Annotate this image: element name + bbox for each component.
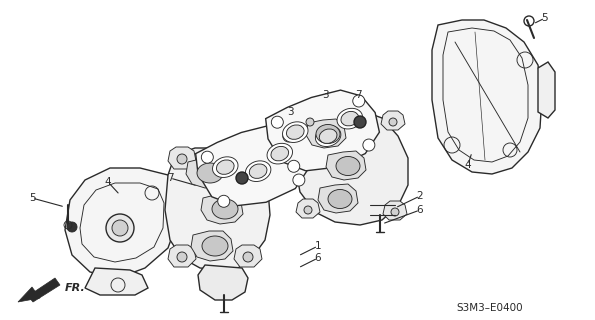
- Circle shape: [243, 252, 253, 262]
- Circle shape: [391, 208, 399, 216]
- Polygon shape: [326, 151, 366, 180]
- Text: 5: 5: [541, 13, 549, 23]
- Polygon shape: [186, 158, 228, 188]
- Polygon shape: [65, 168, 178, 278]
- Ellipse shape: [336, 156, 360, 175]
- Ellipse shape: [202, 236, 228, 256]
- Ellipse shape: [283, 122, 308, 142]
- Polygon shape: [306, 119, 346, 148]
- Polygon shape: [18, 287, 40, 302]
- Text: 6: 6: [416, 205, 423, 215]
- Polygon shape: [265, 90, 380, 171]
- Circle shape: [293, 174, 305, 186]
- Circle shape: [240, 154, 250, 164]
- Text: FR.: FR.: [65, 283, 86, 293]
- Polygon shape: [165, 148, 270, 270]
- Circle shape: [112, 220, 128, 236]
- Text: 7: 7: [355, 90, 361, 100]
- Ellipse shape: [337, 108, 362, 129]
- Polygon shape: [381, 111, 405, 130]
- Circle shape: [201, 151, 214, 163]
- Text: 1: 1: [315, 241, 321, 251]
- Polygon shape: [28, 278, 60, 302]
- Text: 7: 7: [167, 173, 173, 183]
- Ellipse shape: [320, 129, 337, 143]
- Circle shape: [106, 214, 134, 242]
- Text: 2: 2: [416, 191, 423, 201]
- Polygon shape: [296, 199, 320, 218]
- Circle shape: [283, 130, 295, 142]
- Text: 4: 4: [105, 177, 111, 187]
- Circle shape: [177, 154, 187, 164]
- Circle shape: [67, 222, 77, 232]
- Circle shape: [288, 160, 300, 172]
- Polygon shape: [201, 194, 243, 224]
- Circle shape: [354, 116, 366, 128]
- Ellipse shape: [217, 160, 234, 174]
- Text: 4: 4: [465, 160, 471, 170]
- Circle shape: [353, 95, 365, 107]
- Text: 5: 5: [29, 193, 35, 203]
- Ellipse shape: [245, 161, 271, 181]
- Polygon shape: [198, 265, 248, 300]
- Ellipse shape: [212, 157, 238, 178]
- Text: S3M3–E0400: S3M3–E0400: [457, 303, 524, 313]
- Polygon shape: [432, 20, 542, 174]
- Circle shape: [271, 116, 283, 128]
- Ellipse shape: [249, 164, 267, 179]
- Ellipse shape: [341, 111, 359, 126]
- Polygon shape: [318, 184, 358, 213]
- Polygon shape: [298, 111, 322, 130]
- Polygon shape: [168, 245, 196, 267]
- Polygon shape: [191, 231, 233, 261]
- Polygon shape: [168, 147, 196, 169]
- Polygon shape: [295, 110, 408, 225]
- Polygon shape: [85, 268, 148, 295]
- Ellipse shape: [212, 199, 238, 219]
- Polygon shape: [196, 125, 309, 206]
- Ellipse shape: [286, 125, 304, 139]
- Text: 3: 3: [287, 107, 293, 117]
- Polygon shape: [231, 147, 259, 169]
- Ellipse shape: [197, 163, 223, 183]
- Circle shape: [236, 172, 248, 184]
- Circle shape: [306, 118, 314, 126]
- Circle shape: [304, 206, 312, 214]
- Ellipse shape: [315, 126, 341, 147]
- Polygon shape: [538, 62, 555, 118]
- Text: 6: 6: [315, 253, 321, 263]
- Circle shape: [218, 195, 230, 207]
- Ellipse shape: [316, 124, 340, 143]
- Ellipse shape: [328, 189, 352, 209]
- Circle shape: [363, 139, 375, 151]
- Ellipse shape: [267, 143, 293, 164]
- Text: 3: 3: [322, 90, 328, 100]
- Polygon shape: [234, 245, 262, 267]
- Ellipse shape: [271, 147, 289, 161]
- Polygon shape: [383, 201, 407, 220]
- Circle shape: [389, 118, 397, 126]
- Circle shape: [177, 252, 187, 262]
